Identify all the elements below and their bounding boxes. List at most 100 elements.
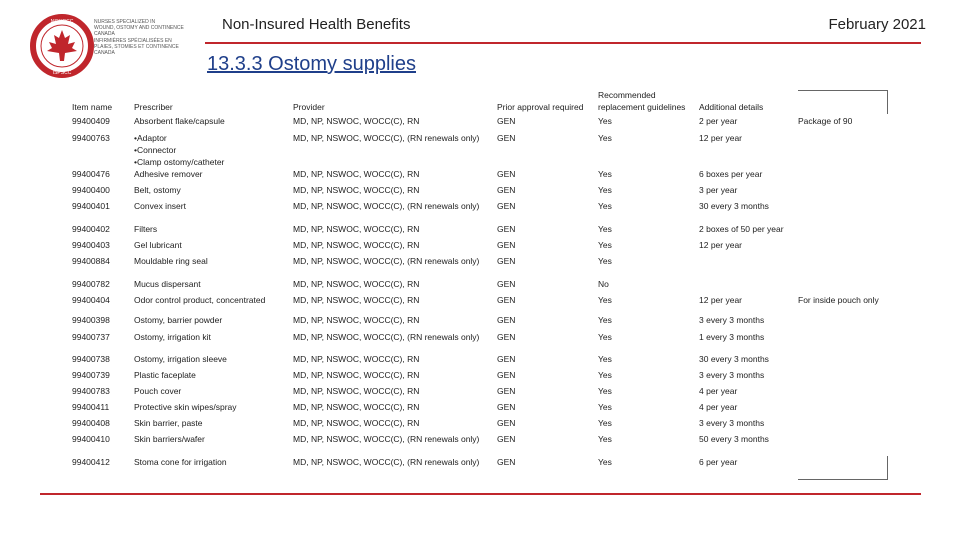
table-cell: 99400476 — [72, 169, 110, 179]
table-cell: 2 per year — [699, 116, 738, 126]
logo-line: CANADA — [94, 31, 115, 38]
section-title: 13.3.3 Ostomy supplies — [207, 53, 416, 75]
table-cell: 3 every 3 months — [699, 370, 765, 380]
table-cell: GEN — [497, 169, 516, 179]
table-cell: 4 per year — [699, 386, 738, 396]
table-cell: Yes — [598, 457, 612, 467]
logo-line: WOUND, OSTOMY AND CONTINENCE — [94, 25, 184, 32]
table-cell: Protective skin wipes/spray — [134, 402, 237, 412]
logo-line: INFIRMIÈRES SPÉCIALISÉES EN — [94, 37, 172, 44]
table-cell: 99400782 — [72, 279, 110, 289]
table-cell: Ostomy, irrigation kit — [134, 332, 211, 342]
table-cell: Yes — [598, 332, 612, 342]
table-cell: GEN — [497, 279, 516, 289]
table-cell: 99400412 — [72, 457, 110, 467]
table-cell: 2 boxes of 50 per year — [699, 224, 784, 234]
table-cell: MD, NP, NSWOC, WOCC(C), (RN renewals onl… — [293, 332, 480, 342]
table-cell: Yes — [598, 434, 612, 444]
logo-emblem: NSWOCC ISPSCC — [30, 14, 94, 78]
logo-line: NURSES SPECIALIZED IN — [94, 19, 156, 25]
table-cell: Yes — [598, 256, 612, 266]
table-cell: Yes — [598, 354, 612, 364]
table-cell: Skin barrier, paste — [134, 418, 203, 428]
table-cell: 99400738 — [72, 354, 110, 364]
table-cell: Yes — [598, 185, 612, 195]
table-cell: 99400783 — [72, 386, 110, 396]
table-cell: Yes — [598, 224, 612, 234]
table-cell: Yes — [598, 315, 612, 325]
table-cell: No — [598, 279, 609, 289]
table-cell: MD, NP, NSWOC, WOCC(C), RN — [293, 370, 420, 380]
table-cell: Yes — [598, 370, 612, 380]
table-cell: Ostomy, irrigation sleeve — [134, 354, 227, 364]
table-cell: Yes — [598, 240, 612, 250]
logo-ring-text: ISPSCC — [53, 70, 72, 76]
table-cell: Package of 90 — [798, 116, 853, 126]
table-cell: MD, NP, NSWOC, WOCC(C), RN — [293, 418, 420, 428]
table-cell: 99400410 — [72, 434, 110, 444]
table-cell: GEN — [497, 256, 516, 266]
table-cell: Yes — [598, 201, 612, 211]
table-cell: 99400400 — [72, 185, 110, 195]
table-cell: Mucus dispersant — [134, 279, 201, 289]
table-cell: GEN — [497, 185, 516, 195]
table-cell: MD, NP, NSWOC, WOCC(C), RN — [293, 169, 420, 179]
table-cell: 3 per year — [699, 185, 738, 195]
table-cell: Pouch cover — [134, 386, 182, 396]
table-cell: 99400402 — [72, 224, 110, 234]
table-cell: GEN — [497, 354, 516, 364]
table-cell: GEN — [497, 295, 516, 305]
table-cell: MD, NP, NSWOC, WOCC(C), (RN renewals onl… — [293, 133, 480, 143]
table-cell: •Clamp ostomy/catheter — [134, 157, 225, 167]
column-header: Item name — [72, 102, 113, 112]
table-cell: 30 every 3 months — [699, 354, 769, 364]
table-cell: MD, NP, NSWOC, WOCC(C), RN — [293, 224, 420, 234]
table-cell: 50 every 3 months — [699, 434, 769, 444]
table-cell: MD, NP, NSWOC, WOCC(C), RN — [293, 386, 420, 396]
table-cell: 99400884 — [72, 256, 110, 266]
table-cell: MD, NP, NSWOC, WOCC(C), RN — [293, 295, 420, 305]
table-cell: Convex insert — [134, 201, 186, 211]
column-header: Provider — [293, 102, 325, 112]
table-cell: •Connector — [134, 145, 177, 155]
table-cell: 99400411 — [72, 402, 110, 412]
table-cell: MD, NP, NSWOC, WOCC(C), RN — [293, 116, 420, 126]
table-cell: •Adaptor — [134, 133, 167, 143]
table-cell: 1 every 3 months — [699, 332, 765, 342]
table-cell: For inside pouch only — [798, 295, 879, 305]
column-header: replacement guidelines — [598, 102, 686, 112]
table-cell: GEN — [497, 201, 516, 211]
table-cell: GEN — [497, 133, 516, 143]
table-cell: GEN — [497, 402, 516, 412]
table-cell: Mouldable ring seal — [134, 256, 208, 266]
table-cell: GEN — [497, 315, 516, 325]
table-cell: 99400409 — [72, 116, 110, 126]
table-cell: Yes — [598, 169, 612, 179]
table-cell: Yes — [598, 116, 612, 126]
table-cell: MD, NP, NSWOC, WOCC(C), (RN renewals onl… — [293, 457, 480, 467]
table-cell: GEN — [497, 370, 516, 380]
table-cell: 99400398 — [72, 315, 110, 325]
table-cell: GEN — [497, 457, 516, 467]
table-cell: GEN — [497, 224, 516, 234]
table-cell: MD, NP, NSWOC, WOCC(C), RN — [293, 402, 420, 412]
doc-date: February 2021 — [828, 16, 926, 33]
table-cell: Adhesive remover — [134, 169, 203, 179]
table-cell: 99400401 — [72, 201, 110, 211]
doc-title: Non-Insured Health Benefits — [222, 16, 411, 33]
table-cell: Belt, ostomy — [134, 185, 181, 195]
table-cell: 6 boxes per year — [699, 169, 763, 179]
table-cell: Gel lubricant — [134, 240, 182, 250]
table-border — [798, 90, 888, 91]
table-cell: GEN — [497, 332, 516, 342]
column-header: Prescriber — [134, 102, 173, 112]
table-cell: Stoma cone for irrigation — [134, 457, 227, 467]
table-cell: 99400737 — [72, 332, 110, 342]
table-cell: 3 every 3 months — [699, 315, 765, 325]
table-cell: Plastic faceplate — [134, 370, 196, 380]
table-border — [887, 456, 888, 480]
table-cell: MD, NP, NSWOC, WOCC(C), RN — [293, 354, 420, 364]
table-cell: MD, NP, NSWOC, WOCC(C), (RN renewals onl… — [293, 201, 480, 211]
table-cell: 99400408 — [72, 418, 110, 428]
header-rule — [205, 42, 921, 44]
